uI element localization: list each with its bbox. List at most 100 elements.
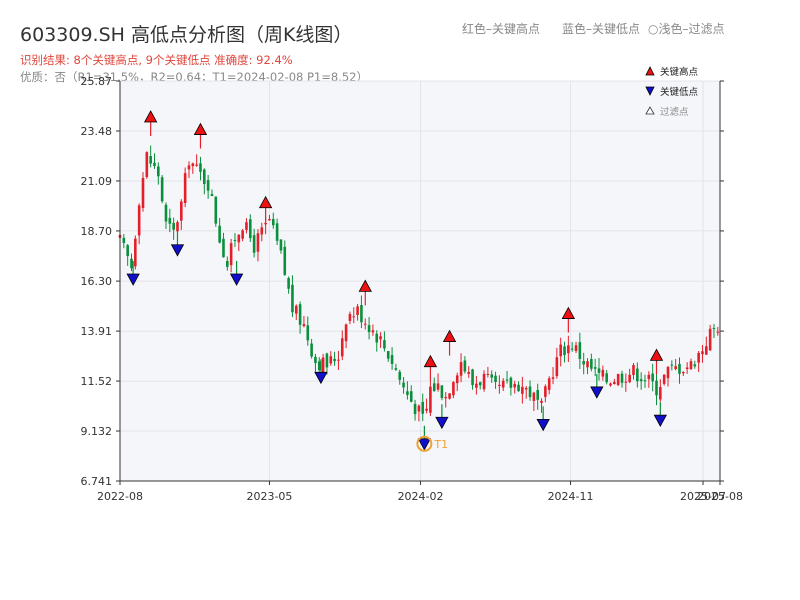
candle-body (429, 386, 432, 413)
key-low-marker (229, 273, 244, 286)
candle-body (153, 162, 156, 167)
legend-high-icon (645, 66, 655, 76)
candle-body (183, 173, 187, 204)
candle-body (298, 304, 302, 325)
candle-body (678, 363, 681, 374)
candle-body (337, 359, 340, 361)
candle-body (390, 355, 394, 364)
candle-body (291, 284, 294, 313)
candle-body (655, 380, 658, 396)
candle-body (440, 385, 444, 399)
x-tick-label: 2023-05 (246, 490, 292, 503)
candle-body (130, 258, 133, 269)
candle-body (559, 344, 562, 357)
candle-body (233, 239, 237, 241)
candle-body (344, 324, 348, 342)
candle-body (180, 201, 183, 221)
y-tick-label: 6.741 (81, 475, 113, 488)
candle-body (141, 177, 145, 208)
candle-body (352, 316, 356, 318)
candle-body (532, 392, 536, 401)
candle-body (498, 384, 501, 386)
candle-body (693, 364, 697, 367)
candle-body (521, 386, 524, 394)
candle-body (482, 373, 486, 390)
candle-body (149, 156, 152, 164)
candle-body (260, 227, 264, 235)
candle-body (524, 387, 528, 390)
candle-body (406, 391, 409, 396)
candle-body (551, 377, 555, 379)
candle-body (616, 373, 620, 386)
candle-body (582, 360, 585, 365)
candle-body (264, 222, 267, 225)
candle-body (317, 361, 321, 371)
key-high-marker (358, 279, 372, 292)
x-tick-label: 2025-07 (680, 490, 726, 503)
candle-body (436, 383, 440, 390)
candle-body (490, 374, 494, 378)
candle-body (597, 368, 601, 373)
candle-body (176, 222, 179, 232)
candle-body (252, 235, 256, 253)
candle-body (448, 393, 451, 399)
key-high-marker (193, 122, 208, 135)
candle-body (682, 371, 685, 374)
y-tick-label: 18.70 (81, 225, 113, 238)
candle-body (386, 351, 390, 359)
candle-body (536, 389, 540, 400)
key-low-marker (126, 273, 140, 286)
legend-filtered-icon (645, 106, 655, 115)
candle-body (467, 372, 471, 374)
t1-label: T1 (433, 438, 448, 451)
candle-body (302, 324, 306, 327)
result-summary: 识别结果: 8个关键高点, 9个关键低点 准确度: 92.4% (20, 53, 293, 67)
candle-body (283, 246, 287, 275)
x-tick-label: 2024-11 (548, 490, 594, 503)
candle-body (544, 386, 547, 397)
candle-body (662, 374, 666, 384)
candle-body (639, 379, 643, 382)
candle-body (363, 323, 367, 325)
candle-body (613, 381, 616, 385)
candle-body (310, 343, 313, 357)
legend-high-label: 关键高点 (660, 66, 699, 78)
legend-blue-text: 蓝色–关键低点 (562, 22, 641, 36)
candle-body (367, 325, 371, 333)
candle-body (636, 368, 639, 382)
key-low-marker (653, 414, 668, 428)
candle-body (203, 169, 206, 185)
candle-body (229, 243, 233, 266)
candle-body (651, 373, 654, 382)
candle-body (222, 238, 225, 258)
candle-body (505, 379, 509, 381)
candle-body (268, 219, 271, 221)
candle-body (540, 400, 543, 403)
candle-body (157, 166, 160, 177)
candle-body (475, 383, 478, 388)
candle-body (643, 380, 647, 382)
candle-body (528, 386, 532, 398)
legend-light-text: ○浅色–过滤点 (648, 22, 725, 36)
axes: 6.741 9.132 11.52 13.91 16.30 18.70 21.09 23.48… (81, 75, 743, 503)
candle-body (471, 369, 474, 386)
key-high-marker (258, 195, 273, 209)
candle-body (379, 336, 382, 340)
candle-body (578, 342, 582, 359)
candle-body (701, 351, 704, 355)
candle-body (279, 239, 283, 251)
legend-low-icon (645, 86, 655, 96)
x-tick-label: 2022-08 (97, 490, 143, 503)
candle-body (375, 333, 379, 343)
y-tick-label: 23.48 (81, 125, 113, 138)
candle-body (145, 152, 149, 178)
candle-body (697, 352, 700, 363)
candle-body (160, 177, 164, 202)
candle-body (463, 360, 467, 372)
key-high-marker (143, 110, 158, 123)
y-tick-label: 25.87 (81, 75, 113, 88)
candle-body (432, 383, 436, 391)
candle-body (486, 373, 490, 375)
chart-title: 603309.SH 高低点分析图（周K线图） (20, 24, 353, 46)
candle-body (321, 357, 325, 374)
